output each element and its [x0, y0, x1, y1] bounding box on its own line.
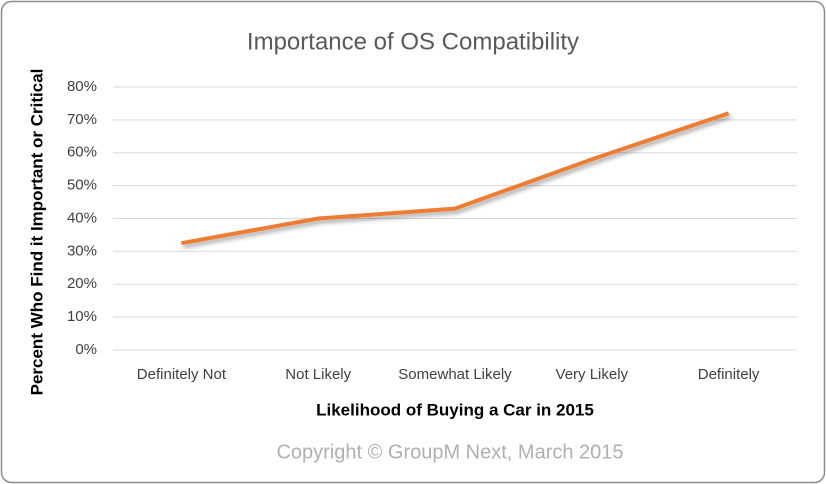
y-tick-label: 20%	[67, 275, 97, 292]
y-tick-label: 50%	[67, 177, 97, 194]
y-tick-label: 10%	[67, 308, 97, 325]
y-tick-label: 40%	[67, 209, 97, 226]
y-tick-label: 70%	[67, 111, 97, 128]
x-tick-label: Definitely	[698, 366, 760, 383]
y-axis-label: Percent Who Find it Important or Critica…	[27, 69, 46, 396]
x-tick-label: Very Likely	[556, 366, 629, 383]
data-line	[181, 111, 730, 246]
copyright-note: Copyright © GroupM Next, March 2015	[276, 441, 623, 463]
y-tick-label: 60%	[67, 144, 97, 161]
y-tick-label: 0%	[75, 341, 97, 358]
y-tick-label: 30%	[67, 242, 97, 259]
x-tick-label: Not Likely	[285, 366, 351, 383]
x-tick-label: Somewhat Likely	[398, 366, 512, 383]
x-tick-label: Definitely Not	[137, 366, 227, 383]
chart-title: Importance of OS Compatibility	[247, 28, 579, 55]
y-tick-label: 80%	[67, 78, 97, 95]
x-axis-label: Likelihood of Buying a Car in 2015	[316, 400, 594, 419]
